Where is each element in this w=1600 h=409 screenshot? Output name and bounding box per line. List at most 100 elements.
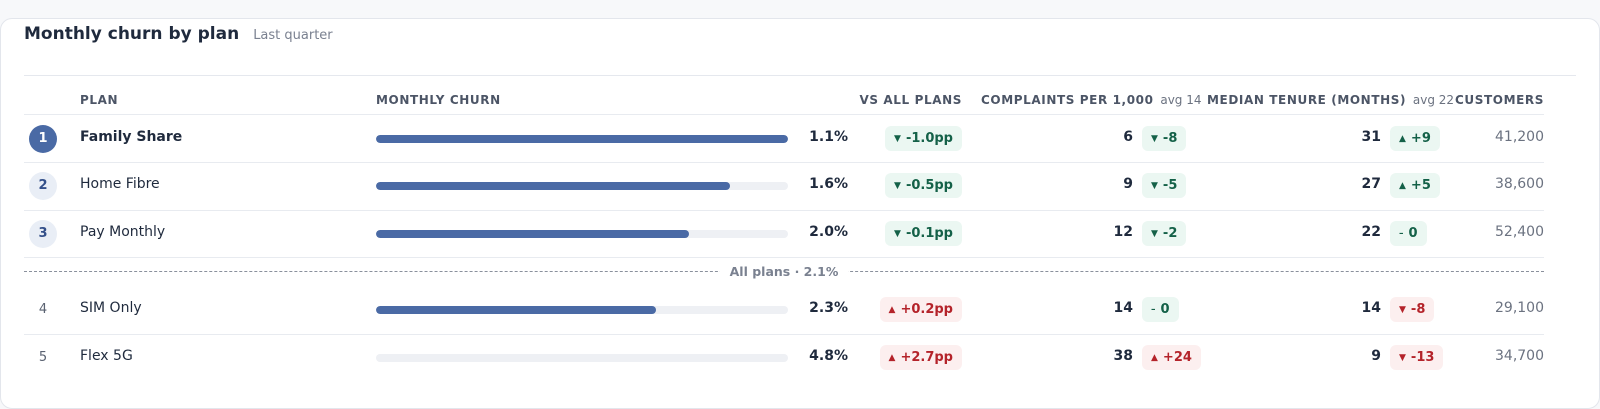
churn-card xyxy=(0,18,1600,409)
trend-up-icon: ▲ xyxy=(1399,181,1406,191)
all-plans-label: All plans · 2.1% xyxy=(0,264,1568,279)
tenure-value: 9 xyxy=(1371,348,1381,364)
column-header-churn[interactable]: MONTHLY CHURN xyxy=(376,93,501,107)
column-header-plan[interactable]: PLAN xyxy=(80,93,119,107)
complaints-value: 38 xyxy=(1113,348,1133,364)
row-divider xyxy=(24,162,1544,163)
column-header-complaints-label: COMPLAINTS PER 1,000 xyxy=(981,93,1154,107)
column-header-tenure[interactable]: MEDIAN TENURE (MONTHS) avg 22 xyxy=(1207,93,1454,107)
vs-all-value: -0.1pp xyxy=(905,226,953,241)
rank-badge: 5 xyxy=(38,350,48,365)
column-header-complaints[interactable]: COMPLAINTS PER 1,000 avg 14 xyxy=(981,93,1202,107)
tenure-value: 14 xyxy=(1361,300,1381,316)
complaints-delta: -5 xyxy=(1162,178,1178,193)
complaints-value: 14 xyxy=(1113,300,1133,316)
plan-name: SIM Only xyxy=(80,300,142,316)
column-header-tenure-label: MEDIAN TENURE (MONTHS) xyxy=(1207,93,1407,107)
vs-all-badge: ▲ +2.7pp xyxy=(879,345,962,370)
column-header-vs-all[interactable]: VS ALL PLANS xyxy=(859,93,962,107)
churn-bar-track xyxy=(376,354,788,362)
churn-bar-fill xyxy=(376,135,788,143)
customers-value: 52,400 xyxy=(1495,224,1544,240)
plan-name: Flex 5G xyxy=(80,348,133,364)
customers-value: 38,600 xyxy=(1495,176,1544,192)
complaints-delta-badge: ▼ -5 xyxy=(1142,173,1187,198)
column-header-customers[interactable]: CUSTOMERS xyxy=(1454,93,1544,107)
complaints-value: 6 xyxy=(1123,129,1133,145)
vs-all-badge: ▼ -0.1pp xyxy=(885,221,962,246)
plan-name: Family Share xyxy=(80,129,183,145)
vs-all-badge: ▼ -1.0pp xyxy=(885,126,962,151)
column-header-divider xyxy=(24,114,1544,115)
churn-bar-fill xyxy=(376,182,731,190)
churn-value: 1.1% xyxy=(809,129,848,145)
tenure-average: avg 22 xyxy=(1412,93,1455,107)
plan-name: Pay Monthly xyxy=(80,224,166,240)
trend-up-icon: ▲ xyxy=(1151,353,1158,363)
complaints-value: 12 xyxy=(1113,224,1133,240)
tenure-value: 22 xyxy=(1361,224,1381,240)
tenure-delta: -13 xyxy=(1410,350,1435,365)
complaints-delta: -8 xyxy=(1162,131,1178,146)
row-divider xyxy=(24,257,1544,258)
trend-up-icon: ▲ xyxy=(888,305,896,315)
trend-down-icon: ▼ xyxy=(1399,353,1406,363)
complaints-delta-badge: ▼ -2 xyxy=(1142,221,1187,246)
complaints-delta: +24 xyxy=(1162,350,1192,365)
trend-up-icon: ▲ xyxy=(888,353,896,363)
tenure-delta-badge: ▼ -13 xyxy=(1390,345,1444,370)
complaints-delta: 0 xyxy=(1160,302,1170,317)
customers-value: 34,700 xyxy=(1495,348,1544,364)
complaints-average: avg 14 xyxy=(1160,93,1202,107)
complaints-value: 9 xyxy=(1123,176,1133,192)
complaints-delta-badge: ▼ -8 xyxy=(1142,126,1187,151)
tenure-delta-badge: ▲ +5 xyxy=(1390,173,1440,198)
churn-value: 2.3% xyxy=(809,300,848,316)
table-row[interactable]: 2 Home Fibre 1.6% ▼ -0.5pp 9 ▼ -5 27 ▲ +5 38,600 xyxy=(0,162,1600,209)
tenure-value: 31 xyxy=(1361,129,1381,145)
churn-bar-track xyxy=(376,182,788,190)
rank-badge: 4 xyxy=(38,302,48,317)
plan-name: Home Fibre xyxy=(80,176,160,192)
tenure-delta-badge: ▲ +9 xyxy=(1390,126,1440,151)
header-divider xyxy=(24,75,1576,76)
tenure-delta: +9 xyxy=(1410,131,1431,146)
table-row[interactable]: 5 Flex 5G 4.8% ▲ +2.7pp 38 ▲ +24 9 ▼ -13 34,700 xyxy=(0,334,1600,381)
trend-down-icon: ▼ xyxy=(894,181,901,191)
rank-badge: 3 xyxy=(29,220,57,248)
period-subtitle: Last quarter xyxy=(253,28,333,43)
table-row[interactable]: 3 Pay Monthly 2.0% ▼ -0.1pp 12 ▼ -2 22 –0 52,400 xyxy=(0,210,1600,257)
vs-all-value: +2.7pp xyxy=(900,350,953,365)
complaints-delta-badge: –0 xyxy=(1142,297,1179,322)
customers-value: 29,100 xyxy=(1495,300,1544,316)
churn-bar-fill xyxy=(376,306,657,314)
complaints-delta: -2 xyxy=(1162,226,1178,241)
churn-bar-fill xyxy=(376,230,690,238)
vs-all-value: -0.5pp xyxy=(905,178,953,193)
trend-up-icon: ▲ xyxy=(1399,134,1406,144)
churn-value: 4.8% xyxy=(809,348,848,364)
tenure-delta: -8 xyxy=(1410,302,1426,317)
tenure-delta: 0 xyxy=(1408,226,1418,241)
row-divider xyxy=(24,334,1544,335)
trend-down-icon: ▼ xyxy=(894,134,901,144)
page-title: Monthly churn by plan xyxy=(24,24,240,44)
trend-down-icon: ▼ xyxy=(1151,181,1158,191)
tenure-delta: +5 xyxy=(1410,178,1431,193)
complaints-delta-badge: ▲ +24 xyxy=(1142,345,1201,370)
tenure-value: 27 xyxy=(1361,176,1381,192)
churn-value: 2.0% xyxy=(809,224,848,240)
churn-bar-track xyxy=(376,135,788,143)
card-header: Monthly churn by plan Last quarter xyxy=(24,24,333,44)
row-divider xyxy=(24,210,1544,211)
table-row[interactable]: 1 Family Share 1.1% ▼ -1.0pp 6 ▼ -8 31 ▲ +9 41,200 xyxy=(0,115,1600,162)
customers-value: 41,200 xyxy=(1495,129,1544,145)
trend-down-icon: ▼ xyxy=(1151,134,1158,144)
vs-all-value: +0.2pp xyxy=(900,302,953,317)
trend-down-icon: ▼ xyxy=(1399,305,1406,315)
churn-bar-track xyxy=(376,306,788,314)
churn-value: 1.6% xyxy=(809,176,848,192)
rank-badge: 2 xyxy=(29,172,57,200)
table-row[interactable]: 4 SIM Only 2.3% ▲ +0.2pp 14 –0 14 ▼ -8 29,100 xyxy=(0,286,1600,333)
trend-flat-icon: – xyxy=(1151,305,1156,315)
